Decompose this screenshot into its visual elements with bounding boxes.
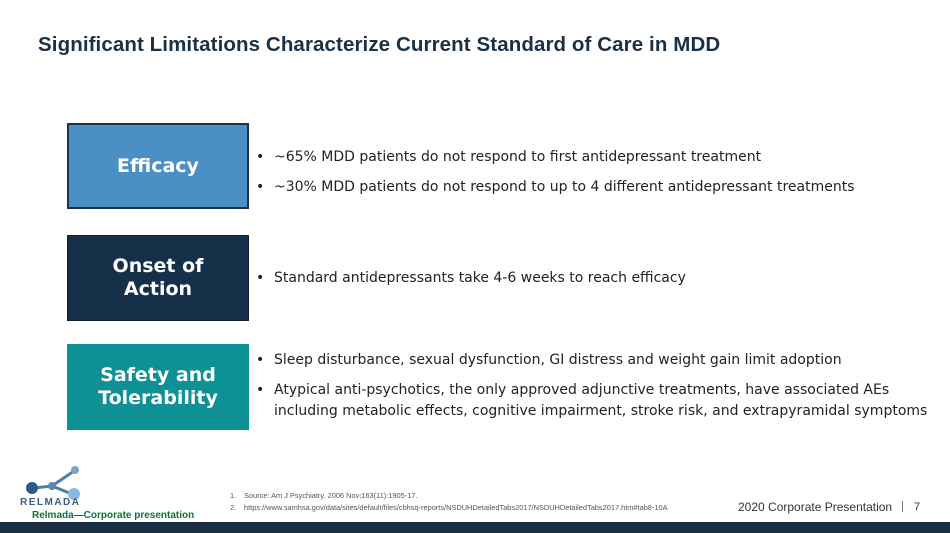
bullet-item: ~65% MDD patients do not respond to firs… (256, 147, 946, 168)
footnote: 2. https://www.samhsa.gov/data/sites/defa… (230, 502, 668, 514)
logo-tagline: Relmada—Corporate presentation (32, 510, 195, 521)
safety-label-box: Safety and Tolerability (67, 344, 249, 430)
onset-label-line-1: Onset of (112, 255, 204, 277)
relmada-logo (18, 462, 94, 516)
onset-label-line-2: Action (123, 278, 193, 300)
onset-label: Onset of Action (113, 255, 204, 301)
bullet-item: ~30% MDD patients do not respond to up t… (256, 177, 946, 198)
footnote-link[interactable]: https://www.samhsa.gov/data/sites/defaul… (244, 503, 668, 512)
footer-divider (902, 501, 903, 512)
bullet-item: Standard antidepressants take 4-6 weeks … (256, 268, 946, 289)
safety-label: Safety and Tolerability (98, 364, 218, 410)
footnote-number: 2. (230, 503, 237, 512)
efficacy-label: Efficacy (117, 154, 199, 177)
presentation-name: 2020 Corporate Presentation (738, 500, 893, 514)
slide-title: Significant Limitations Characterize Cur… (38, 33, 721, 56)
molecule-logo-icon (26, 466, 80, 500)
onset-bullets: Standard antidepressants take 4-6 weeks … (256, 268, 946, 298)
safety-label-line-1: Safety and (100, 364, 216, 386)
onset-label-box: Onset of Action (67, 235, 249, 321)
page-number: 7 (914, 501, 921, 513)
logo-wordmark: RELMADA (20, 497, 81, 508)
footnote: 1. Source: Am J Psychiatry. 2006 Nov;163(… (230, 490, 668, 502)
safety-label-line-2: Tolerability (98, 387, 218, 409)
bullet-item: Atypical anti-psychotics, the only appro… (256, 380, 946, 422)
efficacy-bullets: ~65% MDD patients do not respond to firs… (256, 147, 946, 207)
footnote-number: 1. (230, 491, 237, 500)
footnote-text: Source: Am J Psychiatry. 2006 Nov;163(11… (244, 491, 418, 500)
efficacy-label-box: Efficacy (67, 123, 249, 209)
safety-bullets: Sleep disturbance, sexual dysfunction, G… (256, 350, 946, 431)
footer-bar (0, 522, 950, 533)
bullet-item: Sleep disturbance, sexual dysfunction, G… (256, 350, 946, 371)
footnotes: 1. Source: Am J Psychiatry. 2006 Nov;163(… (230, 490, 668, 514)
